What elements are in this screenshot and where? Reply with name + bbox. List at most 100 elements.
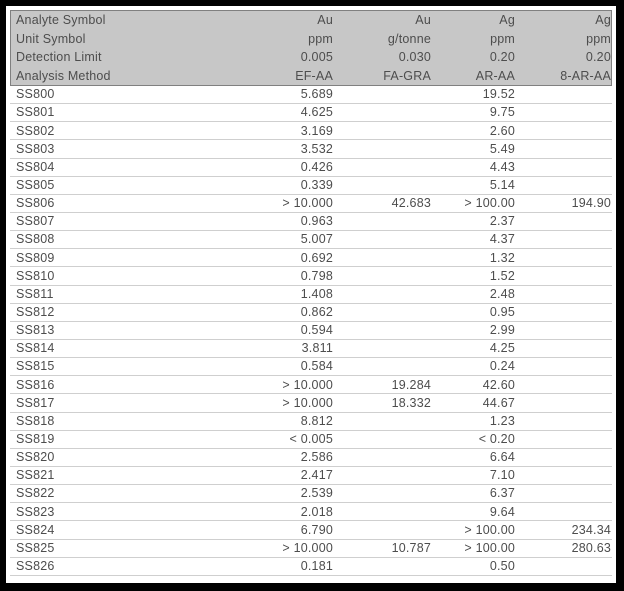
sample-row: SS814 3.811 4.25	[10, 340, 612, 359]
sample-row: SS808 5.007 4.37	[10, 231, 612, 250]
sample-row: SS821 2.417 7.10	[10, 467, 612, 486]
sample-id: SS811	[16, 286, 54, 301]
sample-value: 19.52	[482, 87, 515, 102]
sample-value: 2.99	[489, 323, 515, 338]
sample-value: 5.689	[300, 87, 333, 102]
sample-row: SS804 0.426 4.43	[10, 159, 612, 177]
sample-row: SS817 > 10.000 18.332 44.67	[10, 394, 612, 413]
sample-row: SS824 6.790 > 100.00 234.34	[10, 521, 612, 540]
sample-row: SS802 3.169 2.60	[10, 122, 612, 141]
sample-value: > 100.00	[464, 540, 515, 555]
sample-value: > 10.000	[282, 540, 333, 555]
sample-value: 9.64	[489, 504, 515, 519]
sample-value: 0.963	[300, 214, 333, 229]
sample-id: SS804	[16, 159, 55, 174]
sample-row: SS822 2.539 6.37	[10, 485, 612, 504]
sample-value: 4.625	[300, 105, 333, 120]
sample-id: SS809	[16, 250, 55, 265]
sample-value: 3.811	[301, 341, 333, 356]
sample-value: 5.007	[300, 232, 333, 247]
sample-value: 0.50	[489, 558, 515, 573]
sample-value: 1.52	[489, 268, 515, 283]
sample-value: > 10.000	[282, 395, 333, 410]
sample-id: SS808	[16, 232, 55, 247]
sample-row: SS820 2.586 6.64	[10, 449, 612, 467]
sample-value: 1.408	[300, 286, 333, 301]
sample-row: SS825 > 10.000 10.787 > 100.00 280.63	[10, 540, 612, 558]
page: Analyte Symbol Au Au Ag Ag Unit Symbol ppm g/to…	[6, 6, 616, 583]
sample-id: SS826	[16, 558, 55, 573]
sample-value: 0.594	[300, 323, 333, 338]
header-cell: ppm	[308, 31, 333, 46]
sample-id: SS810	[16, 268, 55, 283]
sample-value: 234.34	[571, 522, 611, 537]
sample-row: SS810 0.798 1.52	[10, 267, 612, 286]
sample-value: 10.787	[391, 540, 431, 555]
sample-value: < 0.20	[478, 431, 515, 446]
sample-value: > 100.00	[464, 196, 515, 211]
header-cell: Au	[317, 13, 333, 27]
sample-id: SS822	[16, 486, 55, 501]
sample-value: 9.75	[489, 105, 515, 120]
sample-row: SS809 0.692 1.32	[10, 249, 612, 268]
sample-id: SS814	[16, 341, 55, 356]
sample-id: SS823	[16, 504, 55, 519]
sample-id: SS815	[16, 359, 55, 374]
sample-value: 0.426	[300, 159, 333, 174]
sample-row: SS818 8.812 1.23	[10, 413, 612, 431]
sample-value: 0.181	[300, 558, 333, 573]
sample-row: SS803 3.532 5.49	[10, 140, 612, 159]
sample-value: 2.48	[489, 286, 515, 301]
sample-value: 0.24	[489, 359, 515, 374]
sample-value: 280.63	[571, 540, 611, 555]
sample-id: SS805	[16, 178, 55, 193]
sample-value: 0.339	[300, 178, 333, 193]
assay-results-table: Analyte Symbol Au Au Ag Ag Unit Symbol ppm g/to…	[10, 10, 612, 576]
header-cell: 8-AR-AA	[560, 68, 611, 83]
header-cell: ppm	[490, 31, 515, 46]
sample-row: SS826 0.181 0.50	[10, 558, 612, 576]
sample-id: SS816	[16, 377, 55, 392]
sample-id: SS812	[16, 305, 55, 319]
sample-row: SS800 5.689 19.52	[10, 86, 612, 105]
header-row: Analyte Symbol Au Au Ag Ag	[11, 11, 611, 30]
sample-value: 7.10	[489, 468, 515, 483]
sample-id: SS821	[16, 468, 55, 483]
sample-value: > 10.000	[282, 196, 333, 211]
sample-id: SS813	[16, 323, 55, 338]
sample-id: SS825	[16, 540, 55, 555]
sample-row: SS811 1.408 2.48	[10, 286, 612, 304]
sample-row: SS819 < 0.005 < 0.20	[10, 431, 612, 449]
sample-value: 0.862	[300, 305, 333, 319]
header-cell: 0.005	[300, 50, 333, 64]
header-row-label: Unit Symbol	[16, 31, 86, 46]
sample-value: 44.67	[482, 395, 515, 410]
sample-value: 0.798	[300, 268, 333, 283]
sample-id: SS819	[16, 431, 55, 446]
sample-value: 2.586	[300, 450, 333, 465]
header-cell: 0.20	[585, 50, 611, 64]
sample-id: SS800	[16, 87, 55, 102]
sample-value: < 0.005	[289, 431, 333, 446]
sample-value: 18.332	[391, 395, 431, 410]
header-row-label: Analysis Method	[16, 68, 111, 83]
sample-value: 19.284	[391, 377, 431, 392]
sample-id: SS824	[16, 522, 55, 537]
header-row: Unit Symbol ppm g/tonne ppm ppm	[11, 30, 611, 49]
sample-value: 42.683	[391, 196, 431, 211]
header-cell: Ag	[499, 13, 515, 27]
sample-id: SS802	[16, 123, 55, 138]
sample-row: SS805 0.339 5.14	[10, 177, 612, 195]
sample-value: 4.25	[489, 341, 515, 356]
header-cell: EF-AA	[295, 68, 333, 83]
header-cell: g/tonne	[387, 31, 431, 46]
sample-value: > 100.00	[464, 522, 515, 537]
header-cell: AR-AA	[475, 68, 515, 83]
sample-value: 2.018	[300, 504, 333, 519]
sample-value: 6.64	[489, 450, 515, 465]
sample-value: 3.532	[300, 141, 333, 156]
sample-id: SS803	[16, 141, 55, 156]
sample-value: 8.812	[300, 413, 333, 428]
sample-id: SS818	[16, 413, 55, 428]
